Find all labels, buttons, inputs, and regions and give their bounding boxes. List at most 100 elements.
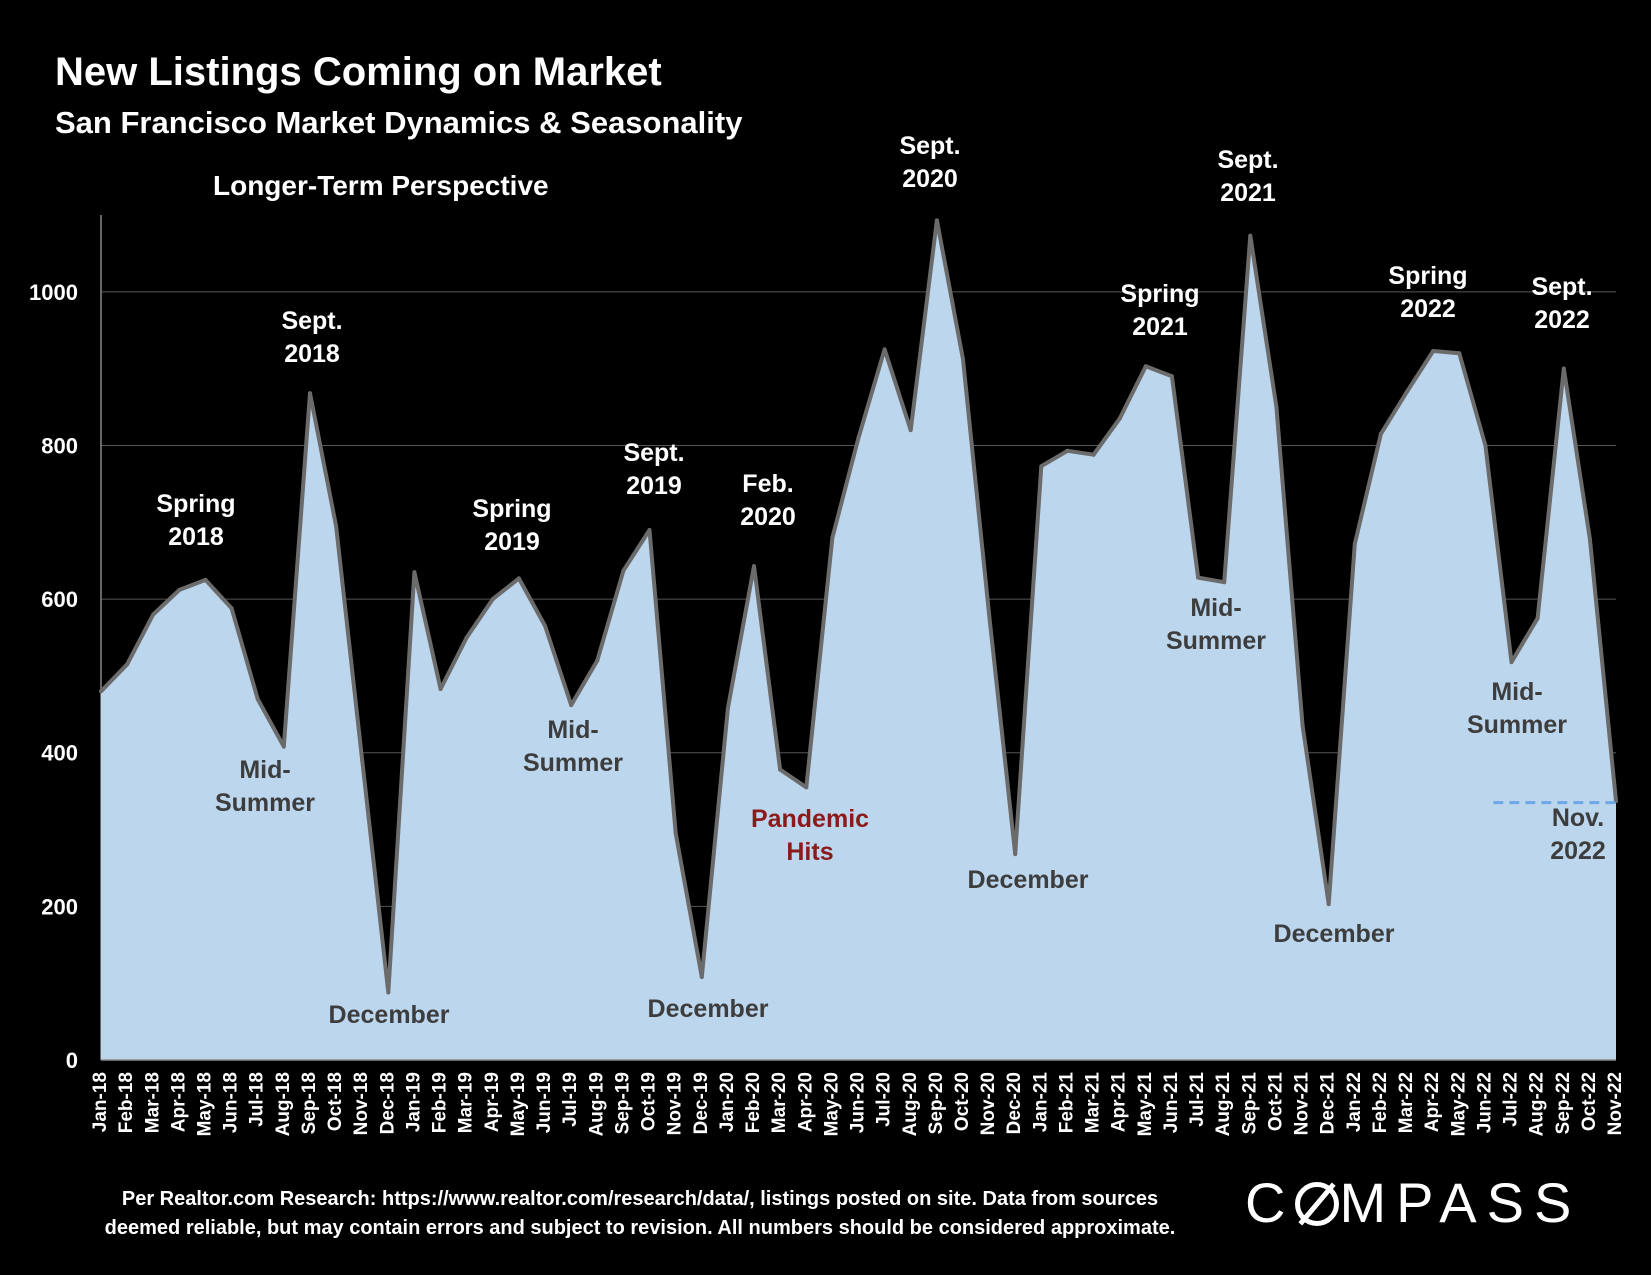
x-tick-label: Sep-20 [926,1072,947,1134]
data-point [1457,351,1462,356]
chart-perspective-label: Longer-Term Perspective [213,170,549,201]
data-point [673,831,678,836]
chart-annotation: Mid- Summer [523,716,623,777]
data-point [1196,575,1201,580]
annotation-line: 2019 [626,472,682,500]
x-tick-label: Jun-20 [848,1072,869,1133]
x-tick-label: Mar-22 [1396,1072,1417,1133]
x-tick-label: Dec-19 [691,1072,712,1134]
logo-compass-o-icon [1295,1182,1340,1226]
x-tick-label: May-21 [1135,1072,1156,1137]
chart-annotation: Spring 2022 [1388,262,1467,323]
x-tick-label: Apr-22 [1422,1072,1443,1132]
y-tick-label: 600 [41,587,78,612]
data-point [203,577,208,582]
x-tick-label: Apr-18 [168,1072,189,1132]
data-point [1248,233,1253,238]
footnote-line-1: Per Realtor.com Research: https://www.re… [121,1188,1159,1210]
data-point [1561,366,1566,371]
chart-annotation: Spring 2021 [1120,280,1199,341]
chart-annotation: Mid- Summer [1166,594,1266,655]
data-point [1587,537,1592,542]
annotation-line: Mid- [547,716,598,744]
data-point [1013,852,1018,857]
annotation-line: December [329,1001,450,1029]
data-point [1091,452,1096,457]
footnote-line-2: deemed reliable, but may contain errors … [104,1217,1176,1239]
x-tick-label: Nov-20 [978,1072,999,1135]
data-point [177,587,182,592]
x-tick-label: Mar-19 [456,1072,477,1133]
x-tick-label: Jun-19 [534,1072,555,1133]
data-point [830,535,835,540]
chart-annotation: Sept. 2019 [623,439,684,500]
x-tick-label: Oct-19 [639,1072,660,1131]
annotation-line: Mid- [1491,678,1542,706]
annotation-line: Nov. [1552,804,1604,832]
data-point [438,687,443,691]
x-tick-label: Nov-19 [665,1072,686,1135]
x-tick-label: Aug-19 [586,1072,607,1136]
annotation-line: Spring [1388,262,1467,290]
chart-annotation: Pandemic Hits [751,805,869,866]
data-point [229,606,234,611]
data-point [1405,389,1409,394]
x-tick-label: Nov-18 [351,1072,372,1135]
data-point [1352,541,1357,546]
compass-logo: C MPASS [1245,1170,1581,1235]
data-point [360,758,365,763]
data-point [308,391,312,396]
data-point [1300,723,1305,728]
x-tick-label: Jan-18 [90,1072,111,1132]
data-point [151,612,156,617]
x-tick-label: May-20 [821,1072,842,1136]
data-point [725,706,730,711]
annotation-line: Summer [1467,711,1567,739]
data-point [752,564,756,569]
annotation-line: Sept. [1531,273,1592,301]
x-tick-label: Sep-22 [1553,1072,1574,1134]
chart-annotation: Spring 2019 [472,495,551,556]
data-point [99,689,103,694]
annotation-line: 2018 [168,523,224,551]
x-tick-label: May-22 [1448,1072,1469,1136]
chart-annotation: December [968,866,1089,894]
annotation-line: Mid- [1190,594,1241,622]
annotation-line: Sept. [281,307,342,335]
chart-annotation: Mid- Summer [215,756,315,817]
data-point [490,597,495,602]
x-tick-label: Apr-20 [795,1072,816,1132]
x-tick-label: Feb-19 [430,1072,451,1133]
x-tick-label: Oct-21 [1265,1072,1286,1132]
data-point [1483,443,1488,448]
annotation-line: Mid- [239,756,290,784]
annotation-line: Sept. [1217,146,1278,174]
annotation-line: 2020 [740,503,796,531]
chart-annotation: Feb. 2020 [740,470,796,531]
data-point [804,785,809,790]
annotation-line: Spring [472,495,551,523]
y-tick-label: 800 [41,433,78,458]
chart-annotation: Mid- Summer [1467,678,1567,739]
annotation-line: 2022 [1400,295,1456,323]
data-point [1535,616,1540,621]
logo-letter-c: C [1245,1171,1296,1234]
annotation-line: December [968,866,1089,894]
data-point [464,635,469,640]
annotation-line: Sept. [623,439,684,467]
x-tick-label: Mar-21 [1083,1072,1104,1134]
chart-annotation: Sept. 2020 [899,132,960,193]
annotation-line: 2022 [1534,306,1590,334]
annotation-line: December [1274,920,1395,948]
x-tick-label: Oct-22 [1579,1072,1600,1131]
x-tick-label: Oct-18 [325,1072,346,1131]
x-tick-label: Sep-18 [299,1072,320,1134]
x-tick-label: Feb-20 [743,1072,764,1133]
x-tick-label: Dec-20 [1004,1072,1025,1134]
data-point [621,568,626,573]
data-point [1222,580,1227,585]
chart-annotation: Sept. 2021 [1217,146,1278,207]
x-tick-label: Aug-20 [900,1072,921,1136]
annotation-line: 2020 [902,165,958,193]
data-point [1117,416,1122,421]
